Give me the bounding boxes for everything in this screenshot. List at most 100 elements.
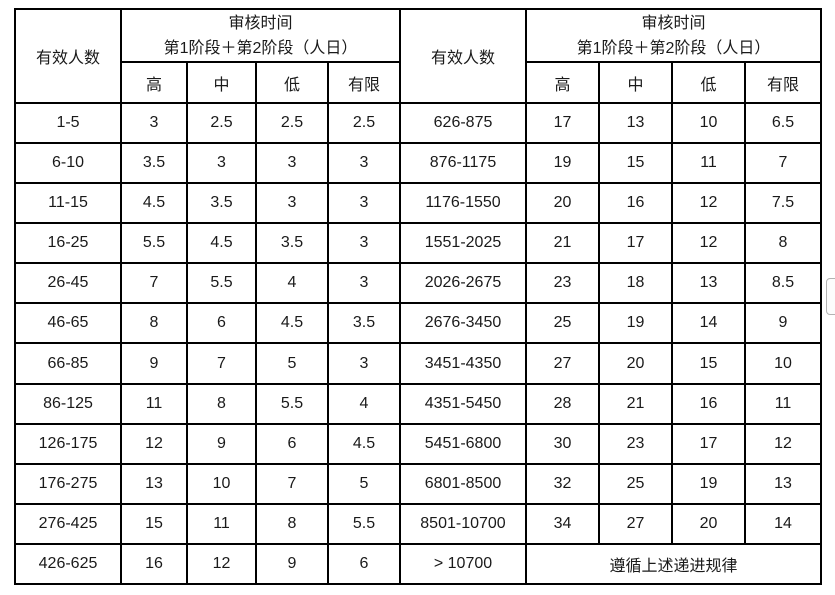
value-cell: 9 [744, 302, 822, 345]
table-row: 66-85 9 7 5 3 3451-4350 27 20 15 10 [14, 342, 822, 385]
audit-time-title-line1: 审核时间 [641, 14, 706, 32]
range-cell: 1176-1550 [399, 182, 527, 225]
value-cell: 6 [255, 422, 329, 465]
range-cell: 6-10 [14, 142, 122, 185]
table-row: 16-25 5.5 4.5 3.5 3 1551-2025 21 17 12 8 [14, 222, 822, 265]
value-cell: 15 [598, 142, 673, 185]
value-cell: 21 [598, 382, 673, 425]
value-cell: 32 [525, 462, 600, 505]
value-cell: 3 [327, 182, 401, 225]
value-cell: 3 [255, 142, 329, 185]
value-cell: 2.5 [327, 101, 401, 145]
header-level-medium-left: 中 [186, 61, 257, 104]
value-cell: 3.5 [327, 302, 401, 345]
audit-time-title-line2: 第1阶段＋第2阶段（人日） [576, 39, 771, 57]
value-cell: 3 [327, 142, 401, 185]
value-cell: 2.5 [255, 101, 329, 145]
range-cell: 876-1175 [399, 142, 527, 185]
scrollbar-thumb[interactable] [826, 278, 835, 315]
range-cell: 5451-6800 [399, 422, 527, 465]
value-cell: 5 [255, 342, 329, 385]
value-cell: 12 [671, 182, 746, 225]
range-cell: 16-25 [14, 222, 122, 265]
value-cell: 16 [671, 382, 746, 425]
value-cell: 5.5 [327, 502, 401, 545]
range-cell: 86-125 [14, 382, 122, 425]
audit-time-title-line2: 第1阶段＋第2阶段（人日） [163, 39, 358, 57]
value-cell: 13 [671, 262, 746, 305]
range-cell: 1551-2025 [399, 222, 527, 265]
value-cell: 25 [598, 462, 673, 505]
range-cell: 126-175 [14, 422, 122, 465]
value-cell: 12 [744, 422, 822, 465]
value-cell: 20 [525, 182, 600, 225]
value-cell: 4.5 [255, 302, 329, 345]
range-cell: 1-5 [14, 101, 122, 145]
value-cell: 3.5 [120, 142, 188, 185]
value-cell: 6 [327, 542, 401, 586]
value-cell: 27 [598, 502, 673, 545]
value-cell: 7 [744, 142, 822, 185]
value-cell: 3.5 [255, 222, 329, 265]
value-cell: 18 [598, 262, 673, 305]
value-cell: 19 [598, 302, 673, 345]
value-cell: 16 [598, 182, 673, 225]
value-cell: 19 [671, 462, 746, 505]
value-cell: 2.5 [186, 101, 257, 145]
table-row: 1-5 3 2.5 2.5 2.5 626-875 17 13 10 6.5 [14, 101, 822, 145]
header-level-limited-right: 有限 [744, 61, 822, 104]
value-cell: 5 [327, 462, 401, 505]
value-cell: 15 [120, 502, 188, 545]
value-cell: 10 [186, 462, 257, 505]
value-cell: 11 [120, 382, 188, 425]
audit-time-title-line1: 审核时间 [228, 14, 293, 32]
range-cell: 426-625 [14, 542, 122, 586]
value-cell: 8 [744, 222, 822, 265]
value-cell: 7 [186, 342, 257, 385]
value-cell: 11 [671, 142, 746, 185]
value-cell: 21 [525, 222, 600, 265]
value-cell: 13 [598, 101, 673, 145]
value-cell: 17 [598, 222, 673, 265]
range-cell: 4351-5450 [399, 382, 527, 425]
table-row: 126-175 12 9 6 4.5 5451-6800 30 23 17 12 [14, 422, 822, 465]
value-cell: 4.5 [327, 422, 401, 465]
value-cell: 7 [120, 262, 188, 305]
value-cell: 12 [120, 422, 188, 465]
value-cell: 23 [525, 262, 600, 305]
range-cell: 176-275 [14, 462, 122, 505]
range-cell: 276-425 [14, 502, 122, 545]
value-cell: 16 [120, 542, 188, 586]
value-cell: 8.5 [744, 262, 822, 305]
value-cell: 12 [671, 222, 746, 265]
range-cell: 11-15 [14, 182, 122, 225]
value-cell: 17 [671, 422, 746, 465]
value-cell: 3 [120, 101, 188, 145]
note-cell: 遵循上述递进规律 [525, 542, 822, 586]
range-cell: > 10700 [399, 542, 527, 586]
value-cell: 10 [744, 342, 822, 385]
value-cell: 15 [671, 342, 746, 385]
value-cell: 4 [255, 262, 329, 305]
header-audit-time-left: 审核时间 第1阶段＋第2阶段（人日） [120, 8, 401, 63]
value-cell: 5.5 [120, 222, 188, 265]
value-cell: 25 [525, 302, 600, 345]
range-cell: 8501-10700 [399, 502, 527, 545]
value-cell: 28 [525, 382, 600, 425]
value-cell: 4.5 [186, 222, 257, 265]
value-cell: 8 [255, 502, 329, 545]
value-cell: 3 [327, 262, 401, 305]
value-cell: 3 [255, 182, 329, 225]
table-header: 有效人数 审核时间 第1阶段＋第2阶段（人日） 有效人数 审核时间 第1阶段＋第… [14, 8, 822, 104]
value-cell: 12 [186, 542, 257, 586]
value-cell: 8 [120, 302, 188, 345]
value-cell: 11 [186, 502, 257, 545]
header-levels-row: 高 中 低 有限 高 中 低 有限 [15, 61, 822, 104]
value-cell: 9 [186, 422, 257, 465]
value-cell: 10 [671, 101, 746, 145]
value-cell: 13 [744, 462, 822, 505]
value-cell: 7 [255, 462, 329, 505]
value-cell: 17 [525, 101, 600, 145]
value-cell: 7.5 [744, 182, 822, 225]
header-level-medium-right: 中 [598, 61, 673, 104]
